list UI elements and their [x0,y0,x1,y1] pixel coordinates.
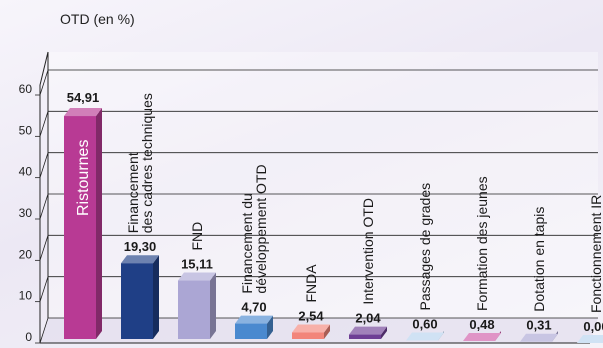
value-label: 0,00 [583,319,603,334]
y-axis: 0 10 20 30 40 50 60 [19,51,590,344]
value-label: 54,91 [67,90,100,105]
bar [520,331,558,342]
category-label-line: développement OTD [253,164,269,293]
bar [577,335,603,343]
y-tick-label: 10 [19,289,33,303]
value-label: 15,11 [181,257,213,272]
y-tick-label: 50 [19,123,33,137]
category-label-line: Intervention OTD [360,198,376,305]
y-tick-label: 40 [19,165,33,179]
value-labels: 54,91 19,30 15,11 4,70 2,54 2,04 0,60 0,48 0,31 0… [67,90,603,334]
bar-side [153,255,159,339]
category-label-line: Formation des jeunes [474,176,490,311]
category-label-line: Financement [125,152,141,233]
value-label: 2,54 [298,309,324,324]
y-tick-label: 20 [19,247,33,261]
value-label: 19,30 [124,239,157,254]
category-label: Fonctionnement IR [588,195,603,313]
bar [178,272,216,339]
bar-front [64,116,96,339]
category-label: Dotation en tapis [531,207,547,312]
value-label: 2,04 [355,311,381,326]
bar-top [406,332,444,341]
y-tick-label: 0 [25,330,32,344]
y-axis-top-edge [39,51,49,86]
bar-top [121,255,159,264]
bar [463,331,501,342]
category-label-line: Ristournes [75,140,92,216]
bar-front [178,280,210,339]
bar-front [292,332,324,339]
bar-front [235,323,267,339]
bar [406,331,444,341]
category-label: FND [189,222,205,251]
category-label-line: FND [189,222,205,251]
category-label: Financementdes cadres techniques [125,93,155,233]
category-labels: Ristournes Financementdes cadres techniqu… [75,93,603,313]
bar-top [292,324,330,333]
bars [64,108,603,343]
bar-top [349,326,387,335]
y-tick-label: 60 [19,82,33,96]
bar-side [210,272,216,339]
value-label: 0,60 [412,317,437,332]
bar [64,108,102,339]
category-label: Passages de grades [417,183,433,311]
bar-side [267,315,273,339]
category-label: Ristournes [75,140,92,216]
category-label: Financement dudéveloppement OTD [239,164,269,293]
y-tick-label: 30 [19,206,33,220]
category-label-line: Dotation en tapis [531,207,547,312]
bar-top [463,333,501,342]
bar-side [96,108,102,339]
back-wall-panel [48,52,598,318]
value-label: 4,70 [241,300,266,315]
category-label-line: Passages de grades [417,183,433,311]
value-label: 0,48 [469,317,494,332]
category-label-line: FNDA [303,264,319,303]
bar-side [381,326,387,339]
category-label-line: Financement du [239,193,255,293]
y-axis-unit-label: OTD (en %) [60,11,135,27]
bar-top [235,315,273,324]
bar-top [577,335,603,343]
category-label-line: des cadres techniques [139,93,155,233]
bar-top [520,333,558,342]
category-label: Intervention OTD [360,198,376,305]
category-label: FNDA [303,264,319,303]
bar-front [349,334,381,339]
bar [235,315,273,339]
bar-front [121,263,153,339]
bar [292,324,330,339]
bar-top [64,108,102,117]
category-label: Formation des jeunes [474,176,490,311]
bar [349,326,387,339]
bar-side [324,324,330,339]
value-label: 0,31 [526,318,551,333]
bar [121,255,159,339]
category-label-line: Fonctionnement IR [588,195,603,313]
bar-top [178,272,216,281]
